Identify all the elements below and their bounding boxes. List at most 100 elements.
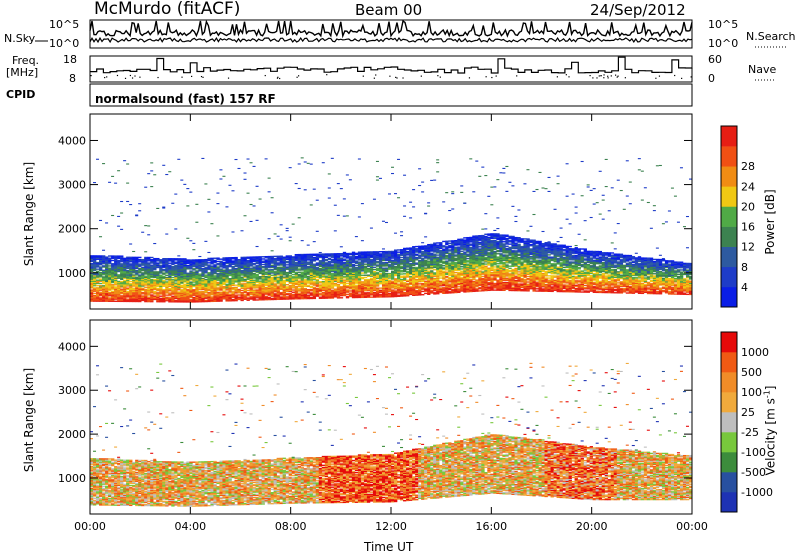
power-cell (276, 290, 280, 293)
power-cell (351, 274, 356, 277)
power-cell (255, 266, 259, 268)
power-cell (351, 281, 356, 283)
power-cell (102, 286, 106, 288)
power-cell (427, 271, 431, 273)
power-cell (114, 265, 118, 267)
power-cell (213, 290, 217, 293)
power-cell (378, 289, 383, 292)
power-cell (372, 255, 377, 257)
power-cell (240, 271, 244, 273)
power-cell (147, 284, 151, 286)
power-cell (120, 265, 124, 267)
power-cell (406, 263, 410, 265)
power-cell (93, 272, 97, 275)
power-cell (264, 276, 268, 279)
power-cell (400, 249, 404, 251)
power-cell (210, 287, 214, 289)
power-cell (120, 286, 124, 288)
power-cell (183, 276, 187, 279)
power-cell (183, 281, 187, 283)
power-cell (409, 265, 413, 267)
power-cell (270, 277, 274, 280)
power-cell (348, 268, 353, 270)
power-cell (418, 287, 422, 289)
power-scatter-cell (273, 233, 277, 235)
power-cell (264, 267, 268, 269)
power-cell (129, 294, 133, 296)
power-cell (108, 261, 112, 264)
power-cell (288, 296, 292, 298)
power-cell (165, 264, 169, 267)
power-cell (249, 278, 253, 280)
power-cell (312, 276, 317, 279)
power-cell (387, 265, 392, 267)
power-cell (252, 283, 256, 286)
power-cell (300, 286, 305, 289)
power-cell (276, 289, 280, 292)
power-cell (279, 284, 283, 286)
power-cell (198, 263, 202, 265)
power-cell (171, 292, 175, 294)
power-scatter-cell (448, 209, 452, 212)
power-cell (138, 265, 142, 267)
power-cell (397, 290, 401, 292)
power-cell (201, 268, 205, 271)
power-cell (165, 299, 169, 302)
power-cell (433, 268, 437, 271)
power-cell (129, 265, 133, 267)
power-cell (357, 273, 362, 275)
power-cell (219, 272, 223, 275)
power-cell (427, 255, 431, 257)
power-cell (102, 298, 106, 300)
power-cell (138, 295, 142, 297)
power-scatter-cell (216, 235, 220, 237)
power-cell (336, 276, 341, 278)
power-cell (354, 255, 359, 258)
power-cell (108, 276, 112, 278)
power-cell (183, 271, 187, 273)
power-cell (294, 294, 298, 297)
power-cell (141, 274, 145, 276)
power-cell (228, 269, 232, 271)
power-cell (394, 272, 398, 275)
power-cell (267, 274, 271, 277)
power-cell (204, 280, 208, 283)
power-cell (162, 262, 166, 264)
power-cell (406, 266, 410, 268)
power-cell (327, 265, 332, 267)
power-cell (135, 288, 139, 291)
power-cell (418, 247, 422, 250)
power-cell (424, 245, 428, 247)
power-cell (228, 281, 232, 283)
power-cell (421, 282, 425, 285)
nave-point (129, 74, 132, 77)
power-cell (222, 290, 226, 292)
power-cell (318, 275, 323, 277)
power-cell (276, 256, 280, 259)
power-cell (351, 290, 356, 292)
power-cell (225, 297, 229, 300)
power-cell (243, 287, 247, 289)
power-cell (186, 279, 190, 281)
power-cell (213, 271, 217, 274)
power-cell (309, 258, 314, 260)
power-cell (297, 256, 301, 258)
power-cell (132, 275, 136, 277)
power-cell (189, 273, 193, 276)
power-cell (348, 290, 353, 292)
power-cell (177, 261, 181, 263)
power-cell (424, 267, 428, 269)
power-cell (180, 281, 184, 283)
power-cell (111, 279, 115, 282)
power-cell (366, 262, 371, 264)
power-cell (279, 257, 283, 260)
power-cell (384, 279, 389, 281)
power-cell (93, 279, 97, 281)
nave-point (277, 76, 279, 78)
power-cell (156, 274, 160, 276)
power-cell (436, 283, 440, 285)
power-cell (132, 288, 136, 291)
power-cell (400, 286, 404, 288)
power-cell (415, 282, 419, 284)
power-cell (321, 268, 326, 271)
